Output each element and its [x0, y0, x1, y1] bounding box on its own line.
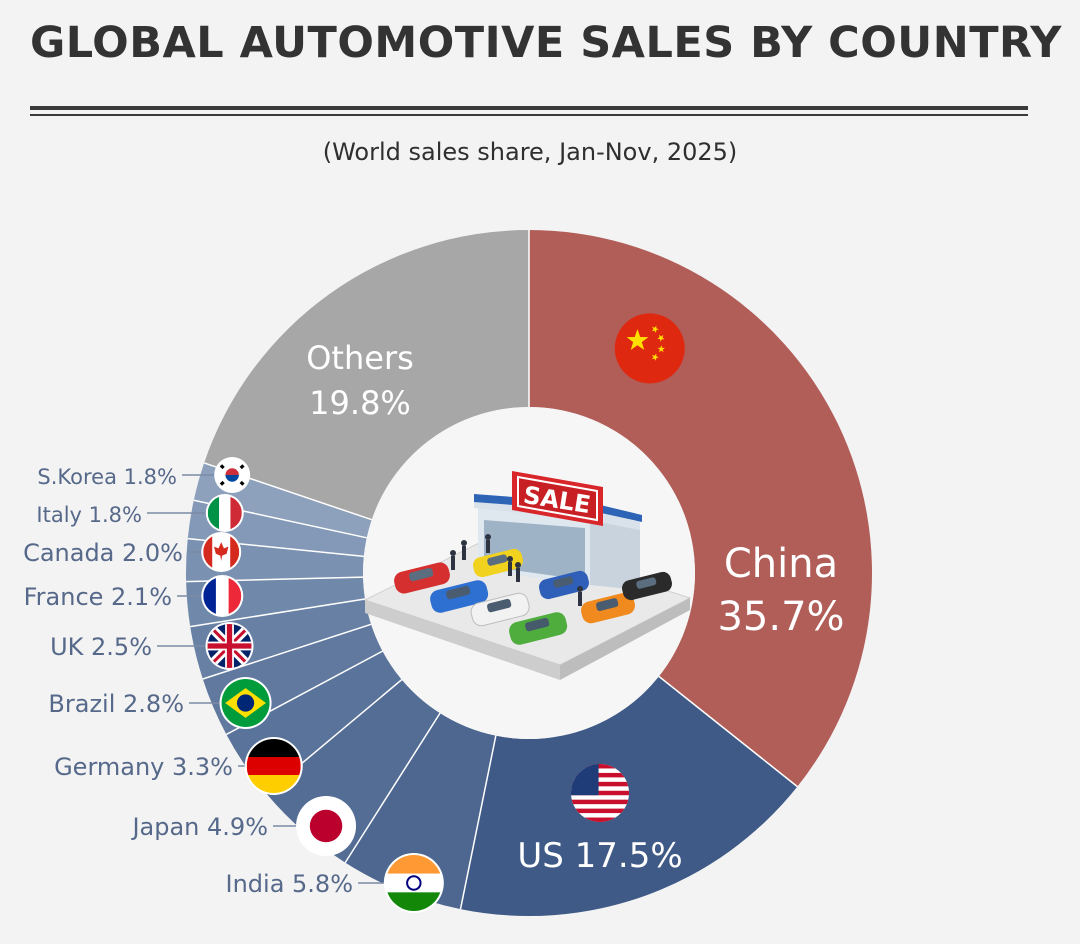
brazil-flag-icon	[219, 677, 272, 729]
cars	[394, 548, 672, 645]
usa-flag-icon	[571, 764, 629, 822]
slice-others	[204, 230, 530, 520]
slice-divider	[658, 675, 798, 788]
title-divider-thick	[30, 106, 1028, 110]
india-flag-icon	[383, 853, 444, 913]
canada-flag-icon	[201, 532, 242, 572]
slice-divider	[459, 735, 497, 910]
leader-lines	[147, 474, 386, 884]
slice-label-s-korea: S.Korea 1.8%	[37, 465, 177, 489]
slice-label-france: France 2.1%	[24, 583, 172, 611]
slice-divider	[344, 712, 441, 864]
slice-divider	[190, 598, 366, 628]
slice-label-china: China	[724, 541, 838, 587]
sale-sign: SALE	[512, 471, 603, 526]
uk-flag-icon	[205, 622, 254, 670]
chart-subtitle: (World sales share, Jan-Nov, 2025)	[322, 138, 738, 166]
flags	[201, 313, 685, 913]
china-flag-icon	[614, 313, 685, 384]
title-divider-thin	[30, 114, 1028, 116]
slice-india	[345, 713, 496, 910]
slice-label-others: Others	[306, 339, 414, 377]
slice-label-japan: Japan 4.9%	[130, 813, 268, 841]
slice-label-uk: UK 2.5%	[50, 633, 152, 661]
slice-label-italy: Italy 1.8%	[36, 503, 142, 527]
car-dealership-illustration: SALE	[363, 407, 695, 739]
slice-us	[460, 676, 798, 916]
japan-flag-icon	[296, 796, 357, 856]
slice-china	[529, 230, 873, 787]
slice-label-brazil: Brazil 2.8%	[48, 690, 184, 718]
chart-title: GLOBAL AUTOMOTIVE SALES BY COUNTRY	[30, 18, 1062, 68]
slice-value-others: 19.8%	[309, 384, 411, 422]
south-korea-flag-icon	[214, 457, 251, 493]
slice-label-india: India 5.8%	[226, 870, 354, 898]
slice-label-canada: Canada 2.0%	[23, 539, 183, 567]
customers	[450, 534, 583, 606]
slice-label-us: US 17.5%	[517, 836, 682, 876]
slice-value-china: 35.7%	[717, 594, 844, 640]
france-flag-icon	[201, 575, 244, 617]
slice-label-germany: Germany 3.3%	[54, 753, 233, 781]
slice-labels: China 35.7% US 17.5% India 5.8% Japan 4.9% Ge…	[23, 339, 844, 898]
italy-flag-icon	[205, 494, 244, 532]
germany-flag-icon	[244, 737, 303, 795]
